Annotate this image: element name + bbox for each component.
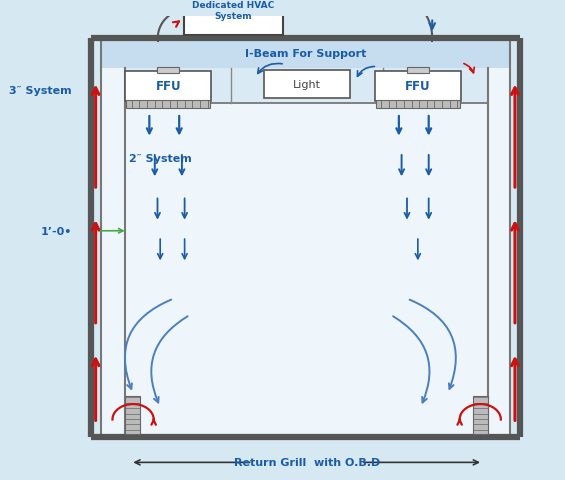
Bar bbox=[101, 69, 510, 437]
FancyBboxPatch shape bbox=[376, 101, 460, 108]
Text: FFU: FFU bbox=[405, 80, 431, 93]
FancyBboxPatch shape bbox=[375, 72, 461, 102]
FancyBboxPatch shape bbox=[127, 101, 210, 108]
Text: 1’-0•: 1’-0• bbox=[41, 226, 72, 236]
Text: 3″ System: 3″ System bbox=[9, 85, 72, 96]
Text: FFU: FFU bbox=[155, 80, 181, 93]
FancyBboxPatch shape bbox=[473, 396, 488, 434]
FancyBboxPatch shape bbox=[125, 72, 211, 102]
FancyBboxPatch shape bbox=[158, 68, 179, 74]
Text: 2″ System: 2″ System bbox=[129, 153, 192, 163]
Bar bbox=[125, 69, 488, 104]
Text: Light: Light bbox=[293, 80, 321, 90]
Text: Dedicated HVAC
System: Dedicated HVAC System bbox=[192, 1, 275, 21]
Text: I-Beam For Support: I-Beam For Support bbox=[245, 49, 366, 59]
FancyBboxPatch shape bbox=[125, 396, 140, 434]
FancyBboxPatch shape bbox=[263, 71, 350, 99]
FancyBboxPatch shape bbox=[407, 68, 429, 74]
Bar bbox=[101, 39, 510, 69]
Text: Return Grill  with O.B.D: Return Grill with O.B.D bbox=[233, 457, 380, 468]
FancyBboxPatch shape bbox=[184, 0, 282, 36]
